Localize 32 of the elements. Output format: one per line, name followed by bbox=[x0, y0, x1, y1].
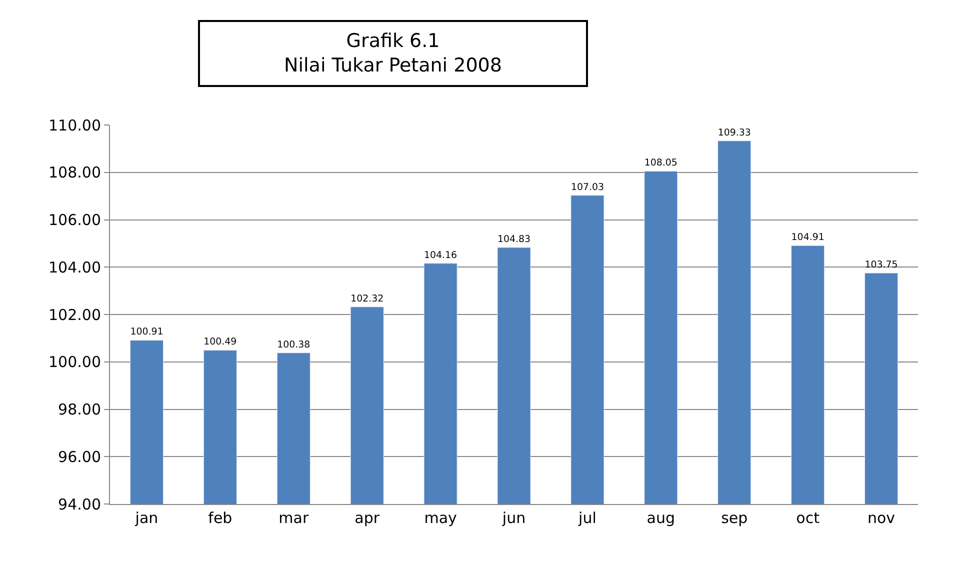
data-label: 103.75 bbox=[864, 259, 898, 270]
y-tick-label: 108.00 bbox=[48, 164, 101, 182]
y-tick-label: 96.00 bbox=[58, 448, 101, 466]
data-label: 100.91 bbox=[130, 326, 164, 338]
y-tick-label: 104.00 bbox=[48, 258, 101, 276]
x-tick-label: sep bbox=[721, 509, 748, 527]
y-tick-label: 100.00 bbox=[48, 353, 101, 372]
chart-title: Grafik 6.1 Nilai Tukar Petani 2008 bbox=[284, 30, 502, 77]
x-tick-label: mar bbox=[278, 509, 310, 527]
x-tick-label: may bbox=[424, 509, 458, 527]
x-tick-label: jun bbox=[501, 509, 526, 527]
x-tick-label: oct bbox=[796, 509, 820, 527]
data-label: 100.38 bbox=[277, 339, 310, 350]
x-tick-label: aug bbox=[646, 509, 676, 527]
x-tick-label: nov bbox=[867, 509, 896, 527]
x-tick-label: feb bbox=[208, 509, 232, 527]
y-tick-label: 102.00 bbox=[48, 306, 101, 324]
data-label: 104.91 bbox=[791, 232, 824, 243]
y-tick-label: 98.00 bbox=[58, 400, 101, 418]
data-label: 100.49 bbox=[204, 336, 237, 348]
x-tick-label: jul bbox=[578, 509, 596, 527]
y-tick-label: 94.00 bbox=[58, 495, 101, 514]
data-label: 109.33 bbox=[718, 127, 751, 138]
data-label: 108.05 bbox=[644, 158, 678, 169]
data-label: 102.32 bbox=[350, 293, 384, 304]
y-tick-label: 110.00 bbox=[48, 116, 101, 134]
x-tick-label: jan bbox=[134, 509, 158, 527]
data-label: 107.03 bbox=[570, 182, 604, 193]
data-label: 104.83 bbox=[497, 234, 531, 245]
x-tick-label: apr bbox=[354, 509, 380, 527]
data-label: 104.16 bbox=[424, 250, 458, 261]
y-tick-label: 106.00 bbox=[48, 211, 101, 229]
